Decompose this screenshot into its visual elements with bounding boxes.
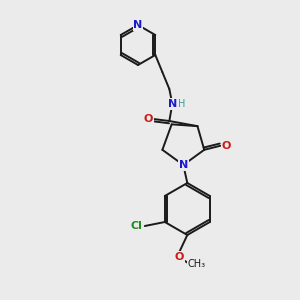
- Text: N: N: [168, 99, 177, 109]
- Text: N: N: [179, 160, 188, 170]
- Text: O: O: [144, 114, 153, 124]
- Text: Cl: Cl: [131, 221, 143, 231]
- Text: CH₃: CH₃: [187, 259, 206, 269]
- Text: O: O: [175, 252, 184, 262]
- Text: N: N: [134, 20, 142, 30]
- Text: H: H: [178, 99, 185, 109]
- Text: O: O: [222, 141, 231, 151]
